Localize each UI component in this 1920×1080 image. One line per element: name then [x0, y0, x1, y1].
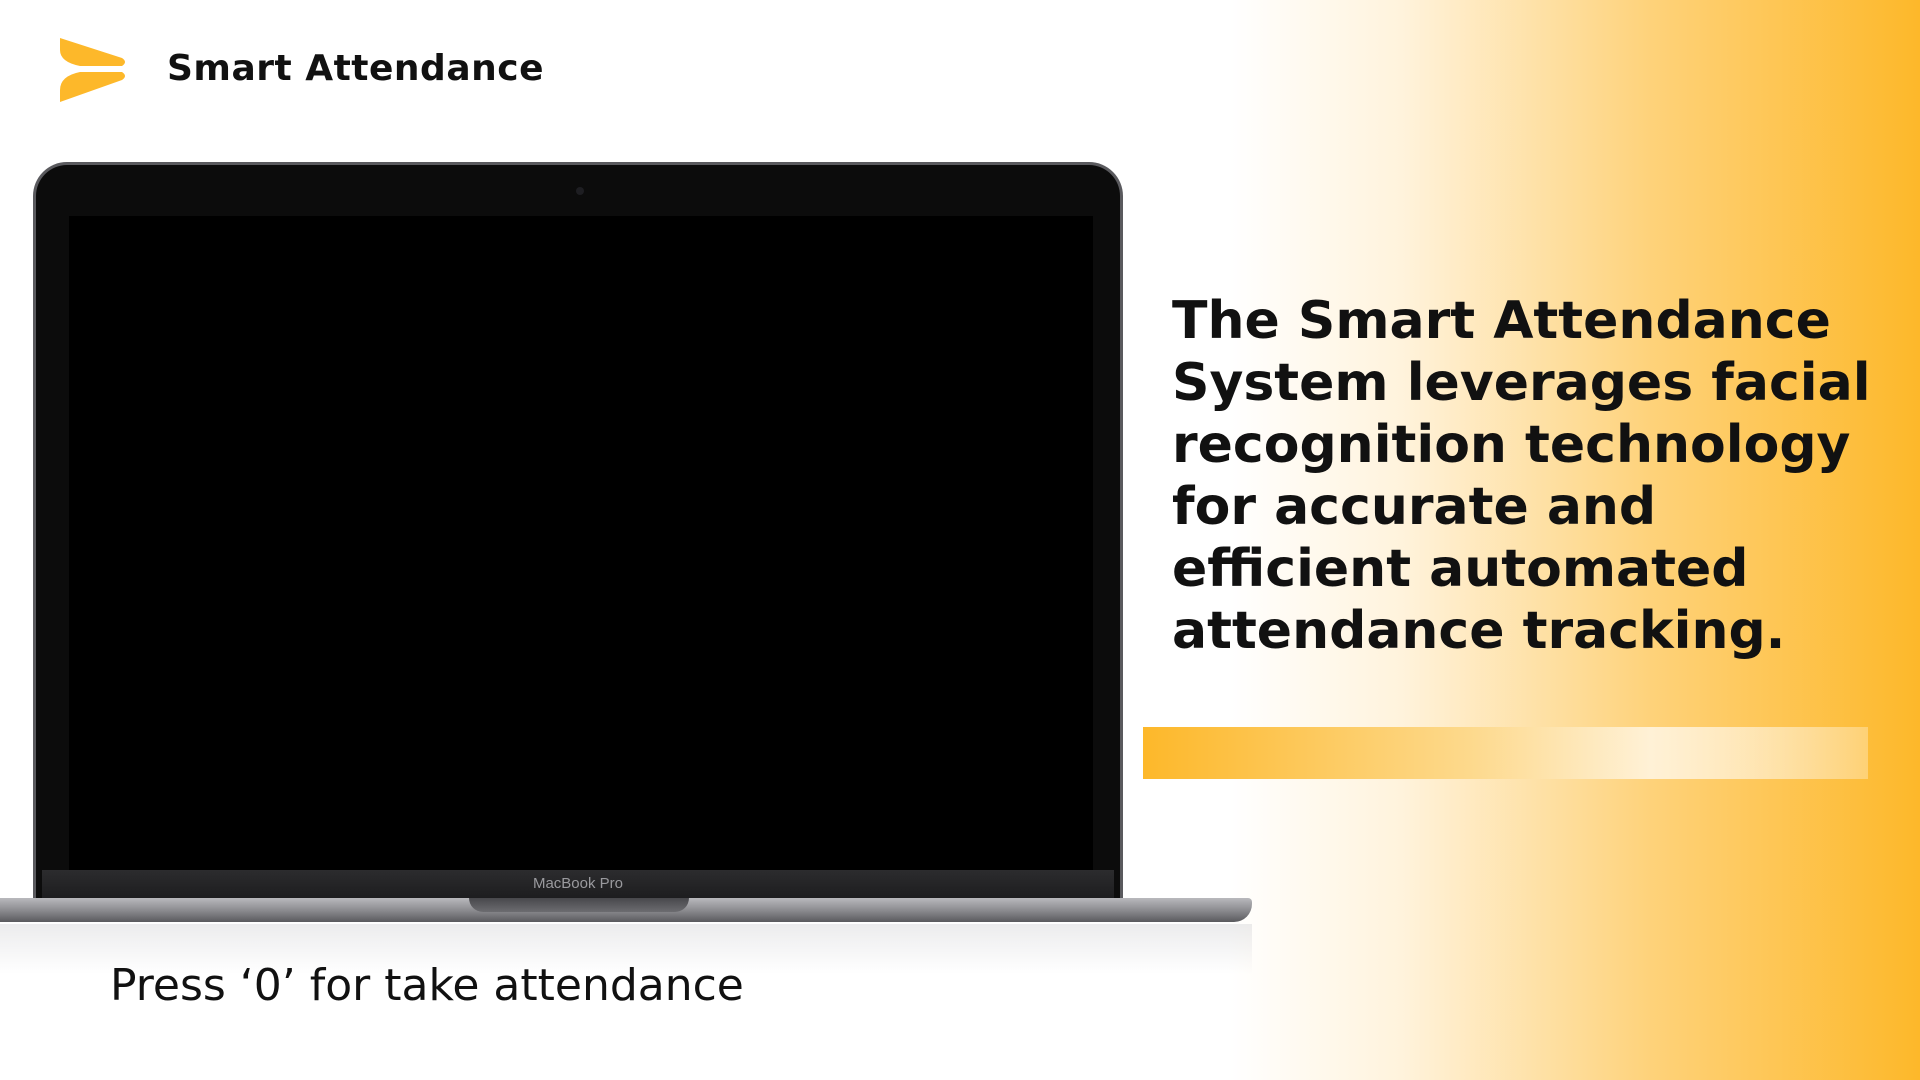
attendance-prompt: Press ‘0’ for take attendance	[110, 960, 744, 1011]
laptop-base	[0, 898, 1252, 922]
accent-bar	[1143, 727, 1868, 779]
laptop-mockup: MacBook Pro	[0, 160, 1252, 980]
laptop-chin: MacBook Pro	[42, 870, 1114, 900]
app-title: Smart Attendance	[167, 48, 544, 89]
laptop-reflection	[0, 924, 1252, 974]
laptop-lid: MacBook Pro	[33, 162, 1123, 900]
chevron-arrow-logo-icon	[60, 38, 125, 102]
laptop-model-label: MacBook Pro	[532, 875, 624, 892]
camera-dot	[576, 187, 584, 195]
laptop-notch	[469, 898, 689, 912]
camera-feed-screen	[69, 216, 1093, 870]
system-description: The Smart Attendance System leverages fa…	[1172, 291, 1871, 661]
